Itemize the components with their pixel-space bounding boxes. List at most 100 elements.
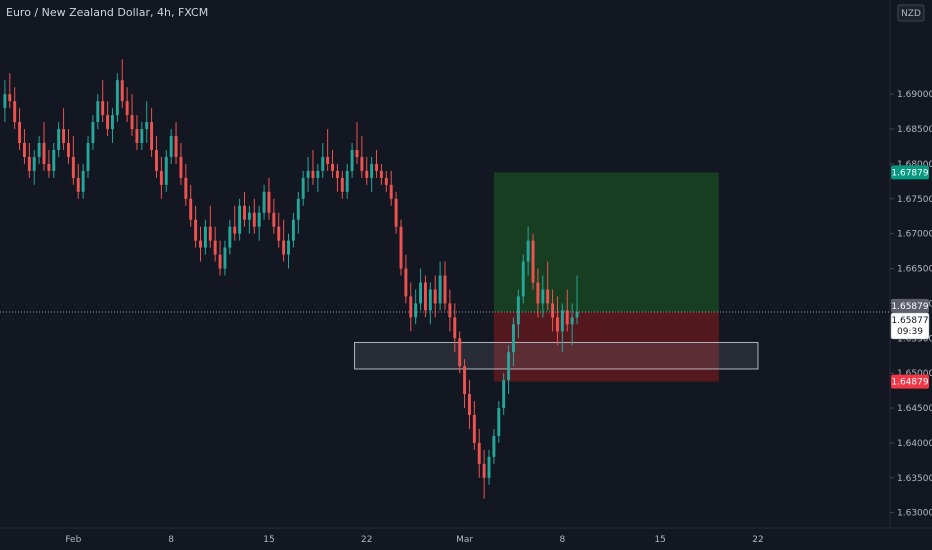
candle-body (18, 122, 22, 143)
price-tick-label: 1.69000 (897, 90, 932, 100)
candle-body (326, 156, 330, 164)
ask-price-label: 1.65879 (891, 302, 928, 312)
candle (394, 191, 398, 234)
candle (174, 122, 178, 164)
candle-body (511, 324, 515, 353)
currency-badge[interactable]: NZD (897, 4, 925, 22)
ask-price-tag: 1.65879 (891, 298, 929, 313)
candle (125, 87, 129, 123)
time-tick-label: Mar (456, 535, 473, 545)
support-rectangle[interactable] (354, 341, 759, 370)
candle (379, 163, 383, 185)
candle-body (287, 240, 290, 255)
candle (438, 261, 442, 311)
candle-body (394, 198, 398, 227)
candle-body (467, 394, 471, 416)
price-tick-label: 1.66500 (897, 265, 932, 275)
candle-body (111, 115, 114, 130)
candle-body (120, 80, 124, 102)
candle (47, 149, 51, 178)
candle (101, 80, 105, 123)
candle-body (414, 303, 418, 318)
candle-body (76, 177, 80, 192)
candle (208, 205, 212, 248)
candle (423, 275, 427, 318)
candle (389, 170, 393, 206)
candle-body (507, 352, 511, 381)
candle-body (233, 226, 237, 234)
price-tick-label: 1.63500 (897, 474, 932, 484)
candle-body (477, 442, 481, 464)
candle (247, 205, 251, 234)
candle (243, 191, 246, 227)
candle-body (301, 177, 305, 199)
candle (384, 170, 388, 192)
candle-body (267, 191, 271, 213)
candle-body (291, 219, 295, 241)
candle (472, 401, 476, 450)
candle-body (521, 261, 525, 297)
candle-body (203, 226, 207, 248)
candle-body (66, 142, 70, 157)
candle-body (556, 317, 559, 332)
candle (414, 289, 418, 325)
candle (526, 226, 530, 276)
candle-body (331, 163, 334, 171)
candle (345, 163, 349, 199)
candle (340, 170, 344, 199)
candle-body (526, 240, 530, 262)
candle (511, 317, 515, 367)
candle-body (213, 240, 217, 255)
candle-body (81, 170, 85, 192)
candle-body (247, 212, 251, 220)
candle-body (560, 310, 564, 332)
candle-body (52, 149, 56, 171)
time-tick-label: 15 (263, 535, 274, 545)
candle-body (115, 80, 119, 116)
candle-body (22, 142, 26, 157)
candle-body (433, 289, 437, 304)
candle (71, 136, 75, 185)
candle (27, 142, 31, 178)
stop-price-tag: 1.64879 (891, 374, 929, 389)
candle-body (492, 435, 496, 457)
candle-body (13, 101, 17, 123)
candle (448, 289, 452, 332)
price-axis[interactable]: 1.63000 1.63500 1.64000 1.64500 1.65000 1.655… (890, 90, 932, 519)
price-axis-background (890, 0, 932, 528)
candle (433, 275, 437, 318)
candle (365, 156, 369, 185)
profit-target-zone[interactable] (493, 172, 719, 312)
candle-body (8, 94, 12, 102)
candle (335, 163, 339, 192)
candle (277, 212, 281, 248)
candle-body (238, 205, 242, 234)
candle-body (199, 240, 202, 248)
candle-body (91, 122, 95, 143)
candle (409, 282, 413, 332)
candle (316, 163, 320, 192)
stop-loss-zone[interactable] (493, 311, 719, 382)
candle-body (169, 136, 173, 157)
candle (8, 73, 12, 109)
currency-label: NZD (901, 9, 921, 19)
candle (306, 156, 310, 192)
candle-body (228, 226, 232, 248)
candle (228, 219, 232, 255)
candle-body (551, 303, 555, 318)
candle (3, 80, 7, 123)
candle-body (155, 149, 158, 171)
candle-body (282, 240, 286, 255)
candle-body (340, 177, 344, 192)
time-axis[interactable]: Feb 8 15 22 Mar 8 15 22 (65, 535, 763, 545)
position-zones[interactable] (354, 172, 759, 382)
candle (350, 142, 354, 178)
chart-title: Euro / New Zealand Dollar, 4h, FXCM (6, 6, 209, 19)
candle-body (296, 198, 300, 220)
candle-body (140, 129, 144, 143)
candle (164, 149, 168, 192)
candle-body (448, 303, 452, 318)
candle-body (47, 163, 51, 171)
